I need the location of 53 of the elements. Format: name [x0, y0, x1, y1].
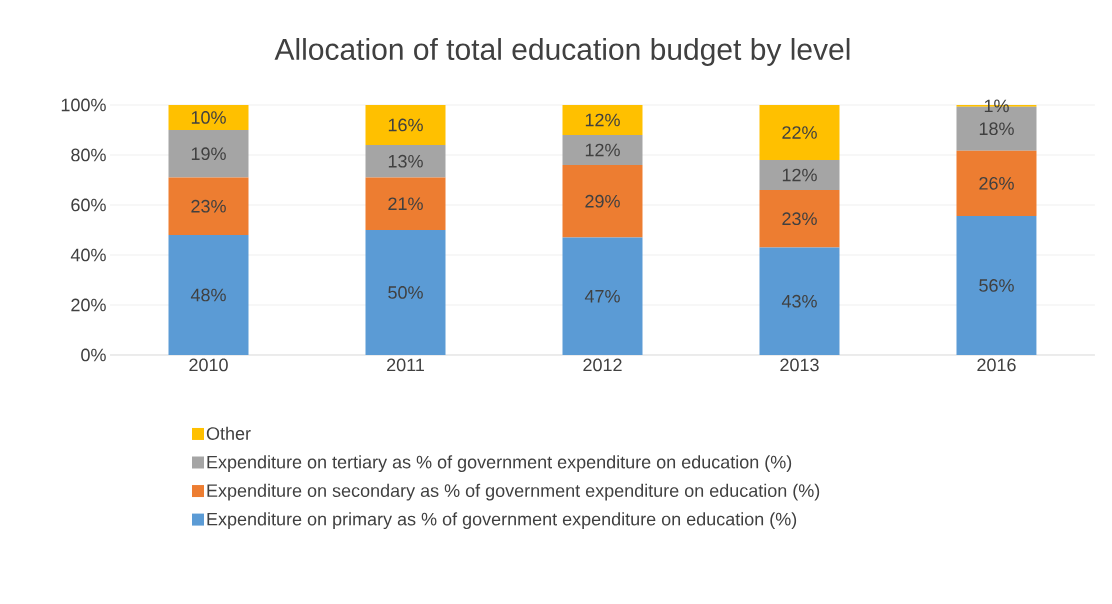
data-label: 43%: [781, 294, 817, 308]
y-tick-label: 80%: [71, 148, 106, 162]
chart-title: Allocation of total education budget by level: [274, 38, 850, 66]
data-label: 12%: [585, 143, 620, 157]
bar: [562, 104, 643, 135]
data-label: 23%: [191, 199, 226, 213]
data-label: 23%: [782, 212, 817, 226]
x-tick-label: 2011: [387, 358, 424, 372]
data-label: 47%: [584, 289, 620, 303]
bar: [168, 129, 249, 178]
data-label: 18%: [979, 122, 1014, 136]
bar: [562, 237, 643, 355]
y-tick-label: 100%: [61, 98, 106, 112]
x-tick-label: 2013: [780, 358, 819, 372]
x-tick-label: 2010: [189, 358, 228, 372]
data-label: 29%: [585, 194, 620, 208]
bar: [365, 177, 446, 230]
bar: [956, 150, 1037, 216]
x-tick-label: 2012: [583, 358, 622, 372]
y-tick-label: 0%: [81, 348, 106, 362]
y-tick-label: 60%: [71, 198, 106, 212]
data-label: 26%: [979, 176, 1014, 190]
bar: [759, 104, 840, 160]
bar: [365, 144, 446, 178]
legend-label: Other: [206, 426, 251, 440]
bar: [168, 104, 249, 130]
legend-label: Expenditure on secondary as % of government expenditure on education (%): [207, 483, 820, 501]
bar: [562, 164, 643, 238]
data-label: 16%: [388, 118, 423, 132]
data-label: 22%: [782, 126, 817, 139]
data-label: 12%: [782, 168, 817, 182]
data-label: 13%: [388, 154, 423, 168]
y-tick-label: 20%: [71, 298, 106, 312]
data-label: 56%: [979, 279, 1014, 292]
data-label: 10%: [191, 111, 226, 124]
data-label: 50%: [388, 286, 423, 299]
data-label: 19%: [191, 147, 226, 161]
bar: [168, 234, 249, 355]
bar: [365, 104, 446, 145]
bar: [168, 177, 249, 235]
data-label: 48%: [190, 288, 226, 302]
bar: [562, 134, 643, 165]
bar: [365, 229, 446, 355]
legend-label: Expenditure on tertiary as % of government expenditure on education (%): [207, 455, 792, 473]
y-tick-label: 40%: [70, 248, 106, 262]
bar: [956, 215, 1037, 355]
legend-label: Expenditure on primary as % of government expenditure on education (%): [207, 512, 797, 530]
data-label: 21%: [388, 197, 423, 211]
data-label: 12%: [585, 113, 620, 127]
bar: [759, 159, 840, 190]
x-tick-label: 2016: [977, 358, 1016, 372]
bar: [759, 189, 840, 248]
bar: [759, 247, 840, 355]
